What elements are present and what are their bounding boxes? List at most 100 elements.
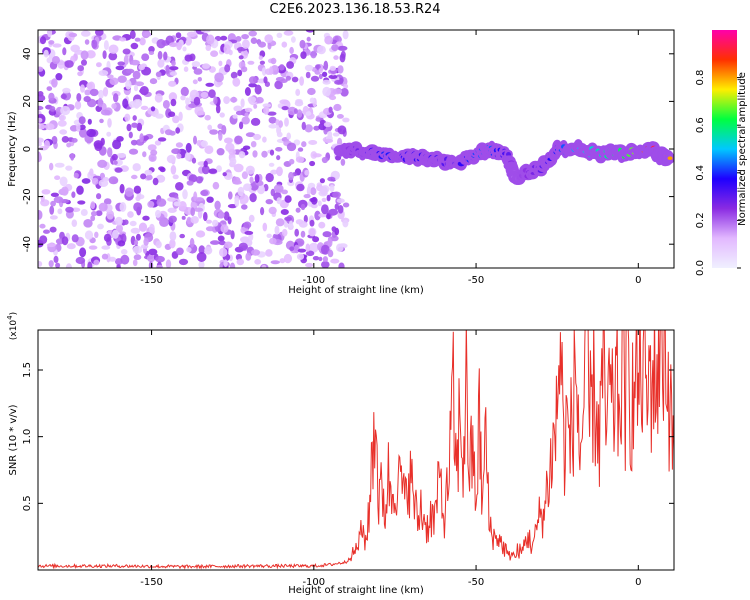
noise-speckle	[46, 243, 56, 248]
noise-speckle	[300, 230, 306, 238]
noise-speckle	[245, 165, 255, 175]
noise-speckle	[39, 36, 47, 45]
noise-speckle	[217, 211, 225, 219]
noise-speckle	[335, 155, 342, 161]
noise-speckle	[286, 132, 292, 140]
noise-speckle	[254, 174, 260, 183]
noise-speckle	[39, 223, 46, 229]
noise-speckle	[313, 125, 320, 131]
noise-speckle	[178, 111, 183, 122]
noise-speckle	[229, 262, 236, 268]
noise-speckle	[130, 227, 141, 234]
noise-speckle	[80, 209, 88, 216]
noise-speckle	[145, 174, 153, 181]
noise-speckle	[176, 153, 182, 160]
noise-speckle	[169, 42, 178, 48]
noise-speckle	[108, 44, 119, 54]
noise-speckle	[148, 248, 158, 256]
noise-speckle	[261, 150, 268, 158]
noise-speckle	[115, 224, 123, 233]
noise-speckle	[169, 231, 177, 242]
noise-speckle	[289, 158, 295, 165]
noise-speckle	[332, 191, 341, 198]
noise-speckle	[60, 105, 71, 116]
noise-speckle	[170, 98, 177, 107]
noise-speckle	[96, 193, 102, 200]
noise-speckle	[230, 97, 238, 103]
noise-speckle	[212, 181, 220, 190]
spectrogram-panel: -150 -100 -50 0 -40 -20 0 20 40 Height of strai…	[7, 29, 675, 296]
noise-speckle	[124, 187, 134, 197]
noise-speckle	[188, 174, 198, 183]
noise-speckle	[239, 121, 244, 130]
noise-speckle	[269, 149, 275, 156]
noise-speckle	[274, 225, 280, 235]
noise-speckle	[265, 199, 274, 205]
noise-speckle	[128, 101, 136, 108]
noise-speckle	[50, 192, 60, 197]
noise-speckle	[311, 196, 318, 205]
noise-speckle	[248, 83, 257, 88]
noise-speckle	[205, 226, 215, 232]
noise-speckle	[133, 185, 142, 194]
noise-speckle	[279, 99, 289, 104]
noise-speckle	[207, 124, 213, 131]
noise-speckle	[116, 153, 127, 158]
noise-speckle	[275, 147, 283, 152]
y-tick-label: 0	[22, 146, 33, 152]
noise-speckle	[132, 245, 143, 254]
noise-speckle	[180, 95, 186, 101]
noise-speckle	[281, 228, 288, 237]
noise-speckle	[265, 172, 274, 183]
noise-speckle	[124, 113, 131, 122]
noise-speckle	[208, 89, 216, 99]
noise-speckle	[229, 157, 237, 166]
noise-speckle	[157, 50, 163, 60]
noise-speckle	[86, 128, 96, 138]
noise-speckle	[295, 88, 301, 96]
noise-speckle	[139, 88, 148, 94]
noise-speckle	[168, 92, 178, 102]
noise-speckle	[250, 117, 261, 126]
noise-speckle	[300, 203, 306, 211]
noise-speckle	[38, 94, 46, 102]
noise-speckle	[305, 30, 315, 33]
noise-speckle	[203, 211, 208, 222]
snr-multiplier-exp: 4	[6, 315, 14, 320]
noise-speckle	[48, 260, 54, 268]
noise-speckle	[287, 106, 297, 116]
noise-speckle	[133, 254, 142, 261]
noise-speckle	[254, 84, 262, 95]
noise-speckle	[303, 194, 311, 199]
noise-speckle	[157, 59, 165, 68]
noise-speckle	[130, 139, 138, 146]
y-tick-label: 1.0	[22, 429, 33, 445]
noise-speckle	[213, 96, 218, 105]
noise-speckle	[322, 71, 328, 78]
noise-speckle	[98, 89, 104, 99]
snr-panel: -150 -100 -50 0 0.5 1.0 1.5 Height of straigh…	[6, 312, 675, 596]
noise-speckle	[241, 204, 248, 210]
noise-speckle	[336, 198, 345, 203]
noise-speckle	[62, 47, 67, 56]
noise-speckle	[64, 60, 74, 68]
noise-speckle	[142, 32, 152, 37]
noise-speckle	[186, 180, 194, 186]
noise-speckle	[57, 208, 63, 215]
noise-speckle	[312, 153, 322, 158]
noise-speckle	[196, 252, 207, 262]
noise-speckle	[309, 219, 315, 227]
noise-speckle	[310, 75, 320, 82]
noise-speckle	[169, 71, 178, 76]
noise-speckle	[293, 108, 298, 114]
noise-speckle	[135, 195, 141, 202]
noise-speckle	[75, 256, 86, 265]
noise-speckle	[261, 67, 267, 76]
noise-speckle	[76, 93, 82, 102]
noise-speckle	[193, 68, 203, 75]
noise-speckle	[81, 59, 87, 66]
noise-speckle	[162, 100, 170, 109]
noise-speckle	[245, 252, 252, 261]
noise-speckle	[159, 167, 166, 173]
noise-speckle	[244, 107, 253, 113]
